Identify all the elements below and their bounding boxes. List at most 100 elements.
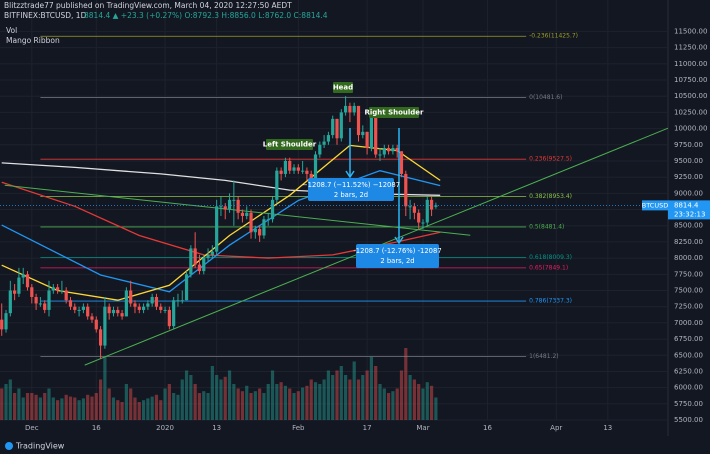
candle-body	[47, 290, 51, 310]
fib-label: 0.236(9527.5)	[529, 156, 572, 163]
volume-bar	[81, 398, 85, 420]
symbol: BITFINEX:BTCUSD, 1D	[4, 11, 87, 20]
volume-bar	[180, 379, 184, 420]
y-tick-label: 11000.00	[674, 60, 707, 68]
candle-body	[43, 303, 47, 310]
volume-bar	[382, 388, 386, 420]
candle-body	[296, 167, 300, 171]
y-tick-label: 10000.00	[674, 125, 707, 133]
y-tick-label: 5500.00	[674, 416, 703, 424]
candle-body	[417, 212, 421, 223]
volume-bar	[309, 379, 313, 420]
candle-body	[137, 306, 141, 310]
symbol-tag-box	[642, 200, 668, 211]
volume-bar	[253, 391, 257, 420]
quote: 8814.4 ▲ +23.3 (+0.27%) O:8792.3 H:8856.…	[84, 11, 328, 20]
plot-layer: -0.236(11425.7) 0(10481.6) 0.236(9527.5) 0.…	[0, 0, 669, 421]
volume-bar	[249, 393, 253, 420]
volume-bar	[17, 388, 21, 420]
y-tick-label: 11500.00	[674, 27, 707, 35]
candle-body	[245, 212, 249, 217]
candle-body	[266, 219, 270, 221]
candle-body	[313, 154, 318, 181]
volume-bar	[279, 382, 283, 420]
moving-average	[1, 144, 441, 301]
candle-body	[240, 212, 245, 217]
candle-body	[172, 300, 176, 327]
measure-box	[356, 244, 439, 268]
candle-body	[25, 274, 30, 288]
candle-body	[150, 296, 154, 304]
volume-bar	[60, 398, 64, 420]
candle-body	[391, 148, 395, 152]
volume-bar	[189, 375, 193, 420]
candle-body	[189, 248, 193, 275]
volume-bar	[13, 393, 17, 420]
volume-bar	[193, 384, 197, 420]
volume-bar	[94, 393, 98, 420]
volume-bar	[348, 379, 352, 420]
candle-body	[141, 306, 146, 310]
y-tick-label: 8250.00	[674, 238, 703, 246]
volume-bar	[184, 370, 189, 420]
candle-body	[154, 296, 159, 307]
candle-body	[107, 306, 111, 314]
volume-bar	[47, 388, 51, 420]
x-tick-label: Apr	[550, 424, 562, 432]
price-axis-bg	[668, 0, 710, 454]
volume-bar	[335, 370, 339, 420]
x-tick-label: Mar	[416, 424, 429, 432]
candle-body	[331, 118, 335, 136]
y-tick-label: 6000.00	[674, 384, 703, 392]
volume-bar	[163, 388, 167, 420]
annotation: Left Shoulder	[263, 141, 317, 149]
volume-bar	[412, 379, 416, 420]
measure-text: −1208.7 (−11.52%) −12087	[302, 181, 400, 189]
volume-bar	[8, 379, 12, 420]
volume-bar	[120, 402, 124, 420]
volume-bar	[4, 384, 8, 420]
volume-bar	[210, 366, 214, 420]
candle-body	[8, 290, 12, 314]
x-tick-label: 13	[603, 424, 612, 432]
candle-body	[176, 300, 180, 302]
candle-body	[103, 306, 107, 346]
volume-bar	[172, 393, 176, 420]
y-tick-label: 10750.00	[674, 76, 707, 84]
volume-bar	[236, 388, 240, 420]
volume-bar	[206, 393, 210, 420]
volume-bar	[103, 357, 107, 420]
publish-title: Blitzztrade77 published on TradingView.c…	[4, 1, 292, 10]
candle-body	[283, 160, 288, 174]
candle-body	[167, 309, 171, 327]
volume-bar	[339, 366, 343, 420]
candle-body	[30, 287, 34, 297]
candle-body	[382, 148, 386, 155]
measure-bars: 2 bars, 2d	[380, 257, 414, 265]
candle-body	[206, 254, 210, 259]
candle-body	[193, 248, 197, 265]
measure-arrowhead	[394, 236, 404, 245]
measure-arrowhead	[345, 170, 355, 179]
volume-bar	[219, 379, 223, 420]
volume-bar	[129, 388, 133, 420]
volume-bar	[64, 394, 68, 420]
annotation-box	[266, 139, 313, 150]
y-tick-label: 8000.00	[674, 254, 703, 262]
candle-body	[38, 303, 43, 305]
volume-bar	[215, 375, 219, 420]
candle-body	[326, 135, 331, 142]
candle-body	[163, 309, 167, 311]
candle-body	[120, 313, 124, 317]
volume-bar	[116, 400, 120, 420]
candle-body	[322, 141, 326, 145]
candle-body	[275, 170, 279, 200]
candle-body	[249, 212, 253, 233]
volume-bar	[305, 385, 309, 420]
y-tick-label: 9750.00	[674, 141, 703, 149]
measure-text: -1208.7 (-12.76%) -12087	[353, 247, 441, 255]
volume-bar	[292, 393, 296, 420]
volume-bar	[0, 388, 4, 420]
volume-bar	[275, 384, 279, 420]
